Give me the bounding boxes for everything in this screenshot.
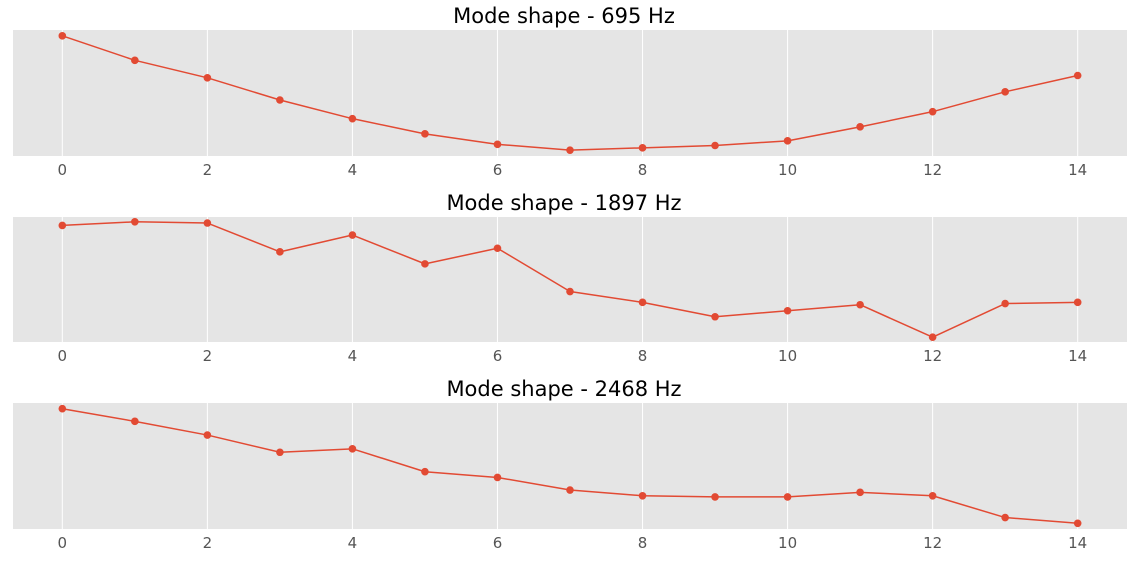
x-tick-label: 12 [923,161,942,179]
x-tick-label: 6 [493,534,503,552]
x-tick-label: 14 [1068,161,1087,179]
x-tick-label: 12 [923,534,942,552]
data-point [131,218,139,226]
data-point [566,486,574,494]
data-point [421,260,429,268]
data-point [783,137,792,145]
data-point [1001,88,1009,96]
data-point [1001,299,1009,308]
data-point [711,141,719,150]
data-point [276,96,284,104]
x-tick-label: 0 [58,534,68,552]
data-point [928,491,937,500]
x-tick-label: 2 [203,161,213,179]
x-tick-label: 14 [1068,347,1087,365]
data-point [421,467,429,476]
x-tick-label: 12 [923,347,942,365]
data-point [58,32,67,40]
data-point [131,56,139,65]
plot-area [13,217,1127,342]
data-point [566,146,574,154]
data-point [856,300,864,309]
data-point [638,144,647,152]
x-tick-label: 10 [778,161,797,179]
data-point [638,298,647,307]
data-point [711,312,719,321]
chart-title: Mode shape - 1897 Hz [446,191,681,215]
data-point [711,493,719,501]
data-point [203,74,212,82]
data-point [493,473,502,482]
data-point [783,493,792,501]
x-tick-label: 4 [348,161,358,179]
x-tick-label: 2 [203,347,213,365]
data-point [856,488,864,497]
x-tick-label: 0 [58,161,68,179]
chart-panel-2: 0 2 4 6 8 10 12 14 Mode shape - 1897 Hz [13,191,1127,365]
chart-title: Mode shape - 695 Hz [453,4,675,28]
data-point [856,123,864,131]
x-tick-label: 8 [638,534,648,552]
data-point [276,248,284,256]
chart-title: Mode shape - 2468 Hz [446,377,681,401]
data-point [58,404,67,413]
x-tick-label: 8 [638,161,648,179]
plot-area [13,30,1127,156]
plot-area [13,403,1127,529]
x-tick-label: 2 [203,534,213,552]
data-point [1073,71,1082,80]
data-point [638,491,647,500]
data-point [493,244,502,253]
data-point [493,140,502,149]
x-tick-label: 6 [493,161,503,179]
data-point [1073,519,1082,528]
data-point [348,114,357,123]
data-point [928,107,937,116]
data-point [1073,298,1082,307]
chart-panel-1: 0 2 4 6 8 10 12 14 Mode shape - 695 Hz [13,4,1127,179]
data-point [928,333,937,341]
x-tick-label: 0 [58,347,68,365]
data-point [348,445,357,453]
data-point [566,287,574,296]
x-tick-label: 14 [1068,534,1087,552]
data-point [421,130,429,138]
x-tick-label: 10 [778,347,797,365]
x-tick-label: 10 [778,534,797,552]
x-tick-label: 8 [638,347,648,365]
data-point [348,231,357,239]
chart-panel-3: 0 2 4 6 8 10 12 14 Mode shape - 2468 Hz [13,377,1127,552]
data-point [783,306,792,315]
x-tick-label: 4 [348,534,358,552]
data-point [203,219,212,227]
data-point [276,448,284,457]
x-tick-label: 4 [348,347,358,365]
data-point [131,417,139,426]
data-point [58,221,67,230]
x-tick-label: 6 [493,347,503,365]
data-point [1001,513,1009,522]
data-point [203,431,212,439]
